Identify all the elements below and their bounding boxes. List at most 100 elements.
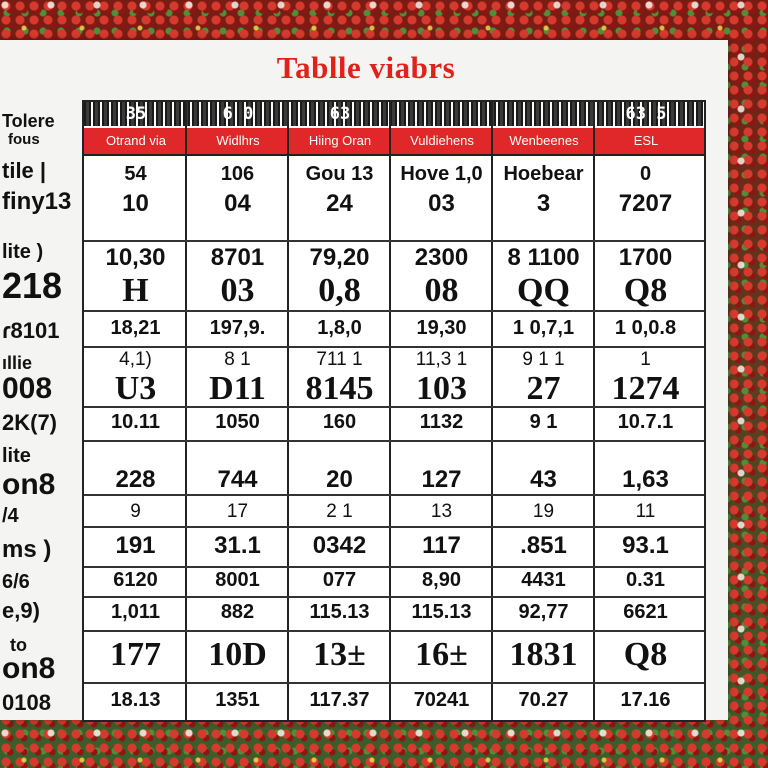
table-cell: 882 [220,601,255,623]
table-cell: 93.1 [622,532,669,559]
table-cell: 228 [115,466,156,493]
table-cell: 160 [322,411,357,433]
row-divider [84,526,704,528]
table-cell: 197,9. [209,317,266,339]
table-cell: 43 [530,466,557,493]
side-label: finy13 [2,188,72,215]
column-number: 63 [329,104,351,124]
table-cell: 8001 [215,569,260,591]
column-divider [287,102,289,720]
table-cell: 10.11 [111,411,160,433]
table-cell: 10.7.1 [617,411,674,433]
table-cell: 0 [639,163,652,185]
table-cell: 6621 [623,601,668,623]
table-cell: 10,30 [105,244,166,271]
table-cell: 04 [224,190,251,217]
column-number: 35 [125,104,147,124]
table-cell: 1,8,0 [317,317,362,339]
table-cell: 1351 [215,689,260,711]
table-cell: 106 [220,163,255,185]
table-cell: 9 1 1 [522,349,565,370]
table-cell: 2 1 [326,501,353,522]
column-header: Vuldiehens [410,133,474,148]
row-divider [84,310,704,312]
table-cell: 077 [322,569,357,591]
table-cell: 70241 [413,689,470,711]
side-label: ɾ8101 [2,318,60,343]
side-label: on8 [2,468,56,501]
column-header-row: Otrand via Widlhrs Hiing Oran Vuldiehens… [84,128,704,156]
row-divider [84,440,704,442]
side-label: tile | [2,158,47,183]
table-cell: Hove 1,0 [400,163,483,185]
table-cell: 13 [430,501,453,522]
table-cell: 177 [110,636,161,673]
table-cell: 4431 [521,569,566,591]
table-cell: 103 [416,370,467,407]
table-cell: 191 [115,532,156,559]
table-cell: 1700 [618,244,673,271]
table-cell: 117 [422,532,461,559]
table-cell: 19 [532,501,555,522]
side-label: 0108 [2,690,51,715]
table-cell: Q8 [623,636,668,673]
table-cell: Gou 13 [305,163,374,185]
table-cell: Q8 [623,272,668,309]
row-divider [84,406,704,408]
column-divider [491,102,493,720]
side-label: 2K(7) [2,410,58,435]
table-cell: D11 [209,370,266,407]
table-cell: 8701 [210,244,265,271]
table-cell: 24 [326,190,353,217]
side-label: lite [2,445,31,467]
table-cell: 10 [122,190,149,217]
table-cell: 17.16 [620,689,671,711]
table-cell: 4,1) [119,349,152,370]
table-cell: 18.13 [110,689,161,711]
row-divider [84,630,704,632]
table-cell: 7207 [618,190,673,217]
column-divider [389,102,391,720]
table-cell: 08 [424,272,459,309]
column-header: Hiing Oran [308,133,372,148]
table-cell: 1132 [419,411,464,433]
table-cell: 115.13 [309,601,370,623]
data-table: 35 6 0 63 63 5 Otrand via Widlhrs Hiing … [82,100,706,722]
side-label: lite ) [2,241,44,263]
table-cell: 0342 [312,532,367,559]
side-label: ms ) [2,536,52,563]
table-cell: 92,77 [518,601,569,623]
column-divider [185,102,187,720]
table-cell: 70.27 [518,689,569,711]
table-cell: 17 [226,501,249,522]
column-divider [593,102,595,720]
table-cell: 3 [536,190,551,217]
side-label: fous [8,131,40,148]
table-cell: 9 [130,501,141,522]
table-cell: 0.31 [626,569,665,591]
row-divider [84,494,704,496]
side-label: to [10,635,27,655]
table-cell: U3 [114,370,157,407]
table-cell: 18,21 [110,317,161,339]
table-cell: QQ [517,272,570,309]
side-label: 6/6 [2,571,30,593]
column-header: Otrand via [106,133,166,148]
table-cell: 8 1 [224,349,251,370]
table-cell: 8145 [305,370,374,407]
table-cell: 1,63 [622,466,669,493]
table-cell: 117.37 [309,689,370,711]
side-label: e,9) [2,598,40,623]
table-cell: 0,8 [318,272,361,309]
column-number: 6 0 [222,104,254,124]
column-number: 63 5 [625,104,667,124]
row-divider [84,596,704,598]
side-label: /4 [2,505,19,527]
table-cell: 2300 [414,244,469,271]
table-cell: 79,20 [309,244,370,271]
table-cell: 115.13 [411,601,472,623]
page-title: Tablle viabrs [276,50,456,85]
table-cell: 744 [217,466,258,493]
row-divider [84,566,704,568]
table-cell: 27 [526,370,561,407]
